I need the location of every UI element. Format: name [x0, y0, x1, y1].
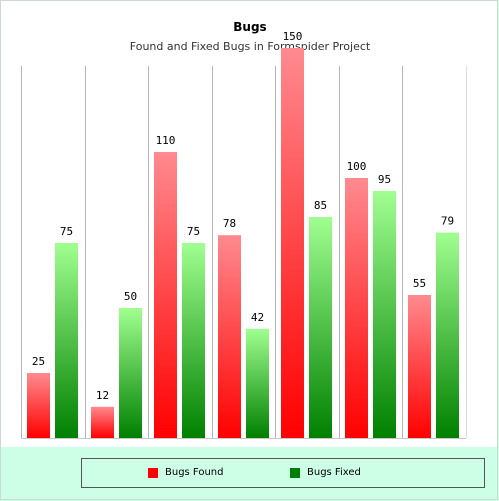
bar-bugs-fixed	[246, 328, 269, 438]
data-label: 110	[156, 134, 176, 147]
legend-item-found: Bugs Found	[148, 467, 223, 478]
data-labels: 25 12 110 78 150 100 55 75 50 75 42 85 95 79	[32, 30, 454, 402]
chart-title: Bugs	[233, 20, 266, 34]
legend-label-found: Bugs Found	[165, 467, 224, 478]
data-label: 12	[96, 389, 109, 402]
data-label: 85	[314, 199, 327, 212]
bar-bugs-found	[281, 48, 304, 438]
legend-swatch-fixed	[290, 467, 300, 478]
data-label: 55	[413, 277, 426, 290]
data-label: 79	[441, 215, 454, 228]
bar-bugs-fixed	[373, 191, 396, 438]
bar-chart: Bugs Found and Fixed Bugs in Formspider …	[21, 20, 467, 439]
bars	[27, 48, 459, 438]
data-label: 50	[124, 290, 137, 303]
data-label: 150	[283, 30, 303, 43]
bar-bugs-fixed	[119, 308, 142, 438]
data-label: 75	[187, 225, 200, 238]
legend-swatch-found	[148, 467, 158, 478]
bar-bugs-found	[154, 152, 177, 438]
bar-bugs-found	[91, 406, 114, 438]
bar-bugs-found	[345, 178, 368, 438]
data-label: 95	[378, 173, 391, 186]
legend-item-fixed: Bugs Fixed	[290, 467, 361, 478]
legend: Bugs Found Bugs Fixed	[81, 458, 485, 488]
data-label: 42	[251, 311, 264, 324]
grid-lines	[21, 66, 467, 439]
chart-subtitle: Found and Fixed Bugs in Formspider Proje…	[130, 40, 371, 53]
bar-bugs-fixed	[55, 243, 78, 438]
data-label: 25	[32, 355, 45, 368]
bar-bugs-found	[27, 373, 50, 438]
bar-bugs-found	[408, 295, 431, 438]
bar-bugs-fixed	[436, 232, 459, 438]
legend-label-fixed: Bugs Fixed	[307, 467, 361, 478]
data-label: 100	[347, 160, 367, 173]
bar-bugs-found	[218, 235, 241, 438]
bar-bugs-fixed	[182, 243, 205, 438]
bar-bugs-fixed	[309, 217, 332, 438]
data-label: 75	[60, 225, 73, 238]
data-label: 78	[223, 217, 236, 230]
